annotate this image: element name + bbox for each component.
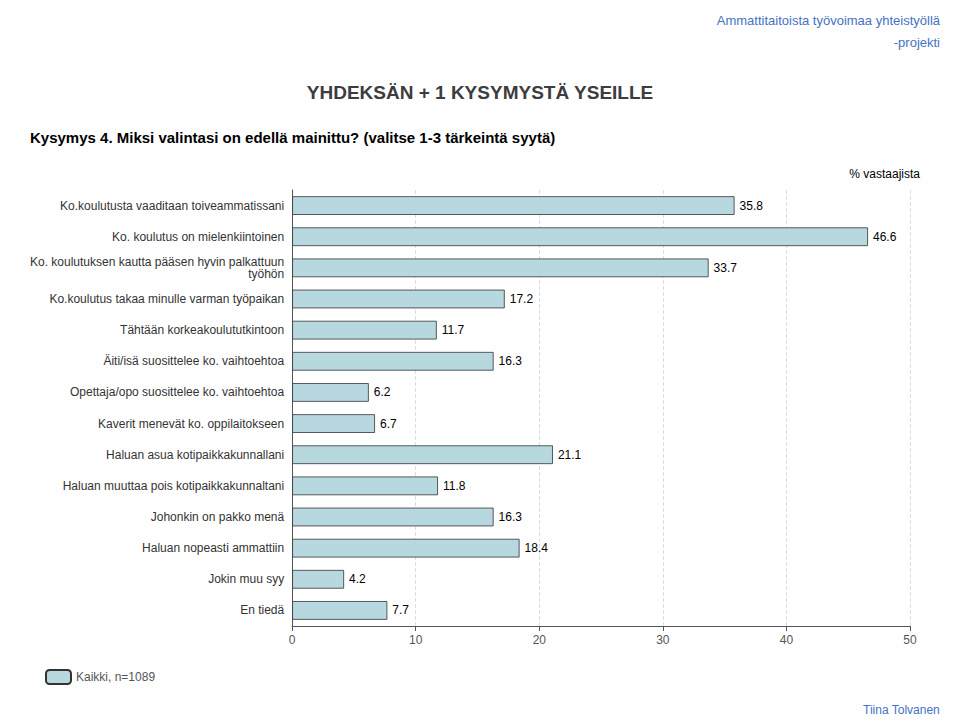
svg-text:Ko. koulutuksen kautta pääsen: Ko. koulutuksen kautta pääsen hyvin palk… [30, 255, 284, 269]
svg-text:Haluan asua kotipaikkakunnalla: Haluan asua kotipaikkakunnallani [106, 448, 284, 462]
svg-text:% vastaajista: % vastaajista [849, 167, 920, 181]
svg-text:11.8: 11.8 [443, 479, 466, 493]
svg-text:6.7: 6.7 [380, 417, 397, 431]
svg-text:46.6: 46.6 [873, 230, 897, 244]
svg-text:Tähtään korkeakoulututkintoon: Tähtään korkeakoulututkintoon [120, 323, 284, 337]
svg-text:6.2: 6.2 [374, 385, 391, 399]
svg-text:Ammattitaitoista työvoimaa yht: Ammattitaitoista työvoimaa yhteistyöllä [717, 13, 941, 28]
svg-text:Ko.koulutusta vaaditaan toivea: Ko.koulutusta vaaditaan toiveammatissani [60, 199, 284, 213]
svg-text:18.4: 18.4 [525, 541, 549, 555]
svg-text:35.8: 35.8 [740, 199, 764, 213]
svg-text:11.7: 11.7 [442, 323, 465, 337]
svg-text:20: 20 [533, 633, 547, 647]
svg-text:16.3: 16.3 [499, 354, 523, 368]
svg-text:Opettaja/opo suosittelee ko. v: Opettaja/opo suosittelee ko. vaihtoehtoa [70, 385, 284, 399]
svg-text:21.1: 21.1 [558, 448, 582, 462]
svg-text:40: 40 [780, 633, 794, 647]
svg-text:-projekti: -projekti [894, 35, 940, 50]
svg-text:Jokin muu syy: Jokin muu syy [208, 572, 284, 586]
svg-text:Johonkin on pakko menä: Johonkin on pakko menä [151, 510, 285, 524]
svg-text:Haluan nopeasti ammattiin: Haluan nopeasti ammattiin [142, 541, 284, 555]
svg-text:Ko.koulutus takaa minulle varm: Ko.koulutus takaa minulle varman työpaik… [49, 292, 284, 306]
svg-text:Kysymys 4. Miksi valintasi on: Kysymys 4. Miksi valintasi on edellä mai… [30, 129, 555, 146]
svg-text:Haluan muuttaa pois kotipaikka: Haluan muuttaa pois kotipaikkakunnaltani [63, 479, 284, 493]
svg-text:Kaikki, n=1089: Kaikki, n=1089 [76, 670, 155, 684]
svg-text:50: 50 [903, 633, 917, 647]
svg-text:17.2: 17.2 [510, 292, 534, 306]
svg-text:10: 10 [409, 633, 423, 647]
svg-text:työhön: työhön [248, 267, 284, 281]
svg-text:16.3: 16.3 [499, 510, 523, 524]
svg-text:En tiedä: En tiedä [240, 603, 284, 617]
svg-text:Ko. koulutus on mielenkiintoin: Ko. koulutus on mielenkiintoinen [112, 230, 284, 244]
svg-text:Kaverit menevät ko. oppilaitok: Kaverit menevät ko. oppilaitokseen [98, 417, 284, 431]
svg-text:Äiti/isä suosittelee ko. vaiht: Äiti/isä suosittelee ko. vaihtoehtoa [103, 354, 284, 368]
svg-text:4.2: 4.2 [349, 572, 366, 586]
svg-text:Tiina Tolvanen: Tiina Tolvanen [863, 703, 940, 717]
svg-text:30: 30 [656, 633, 670, 647]
svg-text:7.7: 7.7 [392, 603, 409, 617]
svg-text:YHDEKSÄN + 1 KYSYMYSTÄ YSEILLE: YHDEKSÄN + 1 KYSYMYSTÄ YSEILLE [307, 82, 653, 103]
svg-text:0: 0 [289, 633, 296, 647]
svg-text:33.7: 33.7 [714, 261, 738, 275]
